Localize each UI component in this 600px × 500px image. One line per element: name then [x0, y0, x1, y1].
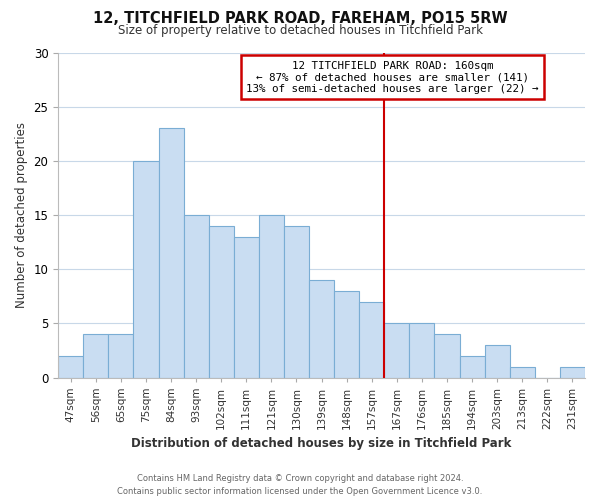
Bar	[309, 280, 334, 378]
Bar	[334, 291, 359, 378]
Y-axis label: Number of detached properties: Number of detached properties	[15, 122, 28, 308]
Bar	[359, 302, 384, 378]
Bar	[234, 236, 259, 378]
Text: Contains HM Land Registry data © Crown copyright and database right 2024.
Contai: Contains HM Land Registry data © Crown c…	[118, 474, 482, 496]
Text: Size of property relative to detached houses in Titchfield Park: Size of property relative to detached ho…	[118, 24, 482, 37]
Bar	[510, 366, 535, 378]
Bar	[109, 334, 133, 378]
Bar	[209, 226, 234, 378]
Bar	[434, 334, 460, 378]
Text: 12 TITCHFIELD PARK ROAD: 160sqm
← 87% of detached houses are smaller (141)
13% o: 12 TITCHFIELD PARK ROAD: 160sqm ← 87% of…	[247, 60, 539, 94]
Bar	[485, 345, 510, 378]
Bar	[184, 215, 209, 378]
Bar	[158, 128, 184, 378]
Text: 12, TITCHFIELD PARK ROAD, FAREHAM, PO15 5RW: 12, TITCHFIELD PARK ROAD, FAREHAM, PO15 …	[92, 11, 508, 26]
Bar	[259, 215, 284, 378]
Bar	[384, 324, 409, 378]
X-axis label: Distribution of detached houses by size in Titchfield Park: Distribution of detached houses by size …	[131, 437, 512, 450]
Bar	[83, 334, 109, 378]
Bar	[58, 356, 83, 378]
Bar	[133, 161, 158, 378]
Bar	[560, 366, 585, 378]
Bar	[409, 324, 434, 378]
Bar	[284, 226, 309, 378]
Bar	[460, 356, 485, 378]
